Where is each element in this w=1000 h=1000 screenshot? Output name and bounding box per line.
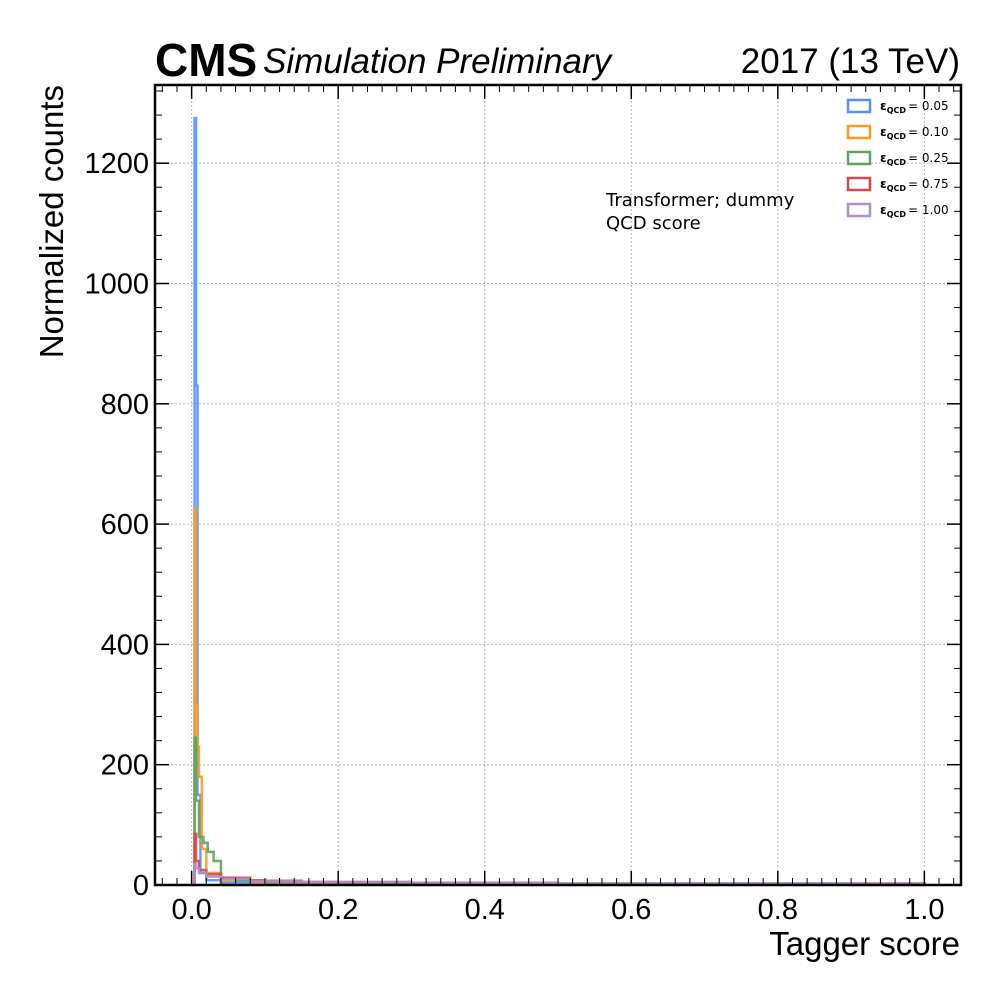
legend-entry: εQCD = 0.10 (880, 125, 949, 141)
series-line-4 (191, 832, 926, 887)
legend-swatch (846, 124, 872, 140)
histogram-series (191, 116, 926, 887)
series-line-2 (191, 507, 926, 887)
y-tick-label: 600 (101, 509, 149, 541)
legend-swatch (846, 98, 872, 114)
x-tick-label: 0.4 (465, 894, 505, 926)
y-tick-label: 400 (101, 629, 149, 661)
series-line-3 (191, 736, 926, 887)
plot-frame (153, 83, 963, 887)
legend-swatch (846, 202, 872, 218)
axis-tick-labels: 0.0 0.2 0.4 0.6 0.8 1.0 0 200 400 600 800 1000 1200 (84, 148, 944, 926)
y-axis-label: Normalized counts (33, 85, 70, 358)
legend-entry: εQCD = 0.05 (880, 99, 949, 115)
annotation-line-1: Transformer; dummy (605, 190, 795, 211)
y-tick-label: 200 (101, 750, 149, 782)
legend: εQCD = 0.05 εQCD = 0.10 εQCD = 0.25 εQCD = 0.75… (846, 98, 949, 219)
lumi-label: 2017 (13 TeV) (741, 42, 960, 81)
axis-ticks (155, 85, 961, 886)
series-line-1 (191, 116, 926, 887)
x-tick-label: 0.2 (318, 894, 358, 926)
legend-entry: εQCD = 0.75 (880, 177, 949, 193)
y-tick-label: 1000 (84, 268, 149, 300)
x-tick-label: 0.0 (171, 894, 211, 926)
legend-entry: εQCD = 1.00 (880, 203, 949, 219)
legend-swatch (846, 176, 872, 192)
annotation-line-2: QCD score (606, 213, 701, 234)
y-tick-label: 1200 (84, 148, 149, 180)
experiment-label: CMS (155, 34, 257, 86)
x-axis-label: Tagger score (769, 925, 960, 962)
x-tick-label: 0.8 (758, 894, 798, 926)
status-label: Simulation Preliminary (263, 42, 614, 81)
legend-swatch (846, 150, 872, 166)
grid-lines (155, 85, 961, 885)
y-tick-label: 800 (101, 389, 149, 421)
x-tick-label: 0.6 (611, 894, 651, 926)
x-tick-label: 1.0 (904, 894, 944, 926)
y-tick-label: 0 (133, 870, 149, 902)
legend-entry: εQCD = 0.25 (880, 151, 949, 167)
